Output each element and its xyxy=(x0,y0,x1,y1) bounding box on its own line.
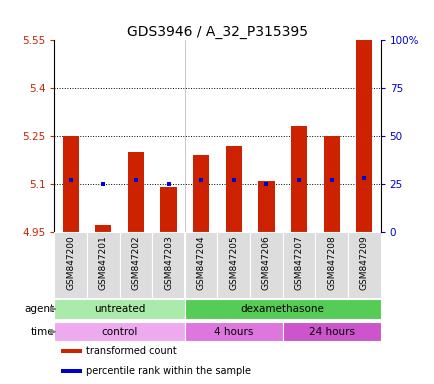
FancyBboxPatch shape xyxy=(184,300,380,318)
Bar xyxy=(128,152,144,232)
Text: GSM847208: GSM847208 xyxy=(326,235,335,290)
FancyBboxPatch shape xyxy=(87,232,119,298)
Text: agent: agent xyxy=(24,304,54,314)
Text: GSM847200: GSM847200 xyxy=(66,235,75,290)
FancyBboxPatch shape xyxy=(54,232,87,298)
Text: dexamethasone: dexamethasone xyxy=(240,304,324,314)
Bar xyxy=(95,225,111,232)
FancyBboxPatch shape xyxy=(54,322,184,341)
Text: untreated: untreated xyxy=(94,304,145,314)
Title: GDS3946 / A_32_P315395: GDS3946 / A_32_P315395 xyxy=(127,25,307,39)
Text: GSM847201: GSM847201 xyxy=(99,235,108,290)
Text: GSM847209: GSM847209 xyxy=(359,235,368,290)
Bar xyxy=(193,155,209,232)
FancyBboxPatch shape xyxy=(184,322,282,341)
FancyBboxPatch shape xyxy=(54,300,184,318)
Bar xyxy=(323,136,339,232)
Bar xyxy=(160,187,176,232)
FancyBboxPatch shape xyxy=(119,232,152,298)
Text: time: time xyxy=(31,327,54,337)
Text: control: control xyxy=(101,327,138,337)
FancyBboxPatch shape xyxy=(315,232,347,298)
Text: GSM847205: GSM847205 xyxy=(229,235,238,290)
Bar xyxy=(62,136,79,232)
Text: GSM847203: GSM847203 xyxy=(164,235,173,290)
Text: transformed count: transformed count xyxy=(86,346,177,356)
Text: GSM847206: GSM847206 xyxy=(261,235,270,290)
Text: GSM847207: GSM847207 xyxy=(294,235,303,290)
FancyBboxPatch shape xyxy=(282,232,315,298)
Text: GSM847204: GSM847204 xyxy=(196,235,205,290)
FancyBboxPatch shape xyxy=(217,232,250,298)
FancyBboxPatch shape xyxy=(152,232,184,298)
FancyBboxPatch shape xyxy=(250,232,282,298)
Text: percentile rank within the sample: percentile rank within the sample xyxy=(86,366,251,376)
Bar xyxy=(61,349,82,353)
Text: 24 hours: 24 hours xyxy=(308,327,354,337)
Bar xyxy=(258,181,274,232)
FancyBboxPatch shape xyxy=(347,232,380,298)
Bar xyxy=(61,369,82,373)
Text: 4 hours: 4 hours xyxy=(214,327,253,337)
Text: GSM847202: GSM847202 xyxy=(131,235,140,290)
Bar xyxy=(355,40,372,232)
FancyBboxPatch shape xyxy=(282,322,380,341)
Bar xyxy=(290,126,306,232)
Bar xyxy=(225,146,241,232)
FancyBboxPatch shape xyxy=(184,232,217,298)
